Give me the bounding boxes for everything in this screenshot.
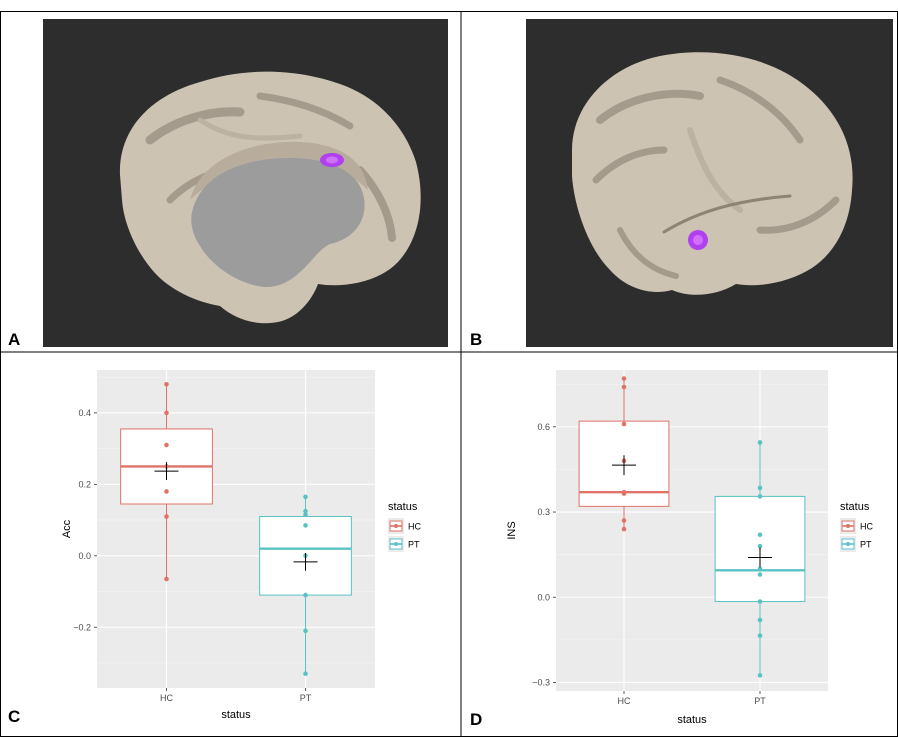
brain-lateral-image xyxy=(572,52,853,295)
legend-key-point xyxy=(846,524,850,528)
x-axis-title: status xyxy=(221,709,251,721)
data-point xyxy=(303,523,308,528)
data-point xyxy=(757,532,763,538)
x-axis-title: status xyxy=(677,714,707,726)
data-point xyxy=(757,633,763,638)
y-tick-label: −0.2 xyxy=(73,622,91,632)
data-point xyxy=(303,512,308,518)
data-point xyxy=(303,671,308,677)
x-tick-label: PT xyxy=(300,693,312,703)
y-tick-label: 0.6 xyxy=(537,422,550,432)
panel-letter-a: A xyxy=(8,330,20,349)
data-point xyxy=(757,494,763,499)
sulcus-pattern-4 xyxy=(356,166,396,242)
data-point xyxy=(757,485,763,491)
data-point xyxy=(757,566,763,572)
x-tick-label: HC xyxy=(618,696,631,706)
box-hc xyxy=(578,376,670,532)
data-point xyxy=(757,599,763,604)
sylvian-fissure xyxy=(662,194,792,234)
data-point xyxy=(621,421,627,427)
y-tick-label: 0.0 xyxy=(537,592,550,602)
x-tick-label: PT xyxy=(754,696,766,706)
box-pt xyxy=(259,494,352,677)
legend: status HC PT xyxy=(840,501,873,552)
data-point xyxy=(303,592,308,598)
legend-label-pt: PT xyxy=(860,540,872,550)
chart-acc: −0.2 0.0 0.2 0.4 HC PT status Acc status HC PT xyxy=(61,370,421,721)
data-point xyxy=(621,518,627,523)
data-point xyxy=(164,410,169,416)
gyrus-pattern-2 xyxy=(716,76,804,144)
x-tick-label: HC xyxy=(160,693,173,703)
data-point xyxy=(757,617,763,623)
legend: status HC PT xyxy=(388,501,421,552)
y-tick-label: 0.3 xyxy=(537,507,550,517)
panel-letter-b: B xyxy=(470,330,482,349)
chart-ins: −0.3 0.0 0.3 0.6 HC PT status INS status HC PT xyxy=(506,370,873,726)
panel-a: A xyxy=(8,19,448,349)
legend-label-pt: PT xyxy=(408,540,420,550)
y-axis-title: INS xyxy=(506,521,518,539)
sulcus-pattern-1 xyxy=(145,107,245,145)
data-point xyxy=(164,576,169,582)
medial-wall xyxy=(191,158,365,288)
box-pt xyxy=(714,440,806,678)
y-tick-label: 0.2 xyxy=(78,479,91,489)
panel-letter-d: D xyxy=(470,710,482,729)
gyrus-pattern-1 xyxy=(596,89,704,124)
gyrus-pattern-5 xyxy=(756,196,840,234)
gyrus-pattern-6 xyxy=(617,227,679,279)
box-hc xyxy=(120,381,213,582)
panel-b: B xyxy=(470,19,893,349)
panel-letter-c: C xyxy=(8,707,20,726)
data-point xyxy=(303,508,308,514)
data-point xyxy=(757,673,763,678)
panel-c: −0.2 0.0 0.2 0.4 HC PT status Acc status HC PT C xyxy=(8,370,421,726)
data-point xyxy=(303,494,308,500)
activation-blob-acc-core xyxy=(326,156,338,164)
y-tick-label: −0.3 xyxy=(532,677,550,687)
data-point xyxy=(164,442,169,448)
legend-key-point xyxy=(394,542,398,546)
data-point xyxy=(757,440,763,445)
y-axis-title: Acc xyxy=(61,519,73,538)
gyrus-pattern-3 xyxy=(592,146,668,184)
data-point xyxy=(621,384,627,390)
y-tick-label: 0.0 xyxy=(78,551,91,561)
data-point xyxy=(621,526,627,532)
legend-key-point xyxy=(846,542,850,546)
data-point xyxy=(164,381,169,387)
panel-d: −0.3 0.0 0.3 0.6 HC PT status INS status HC PT D xyxy=(470,370,873,729)
data-point xyxy=(164,514,169,519)
data-point xyxy=(757,543,763,549)
cortex-lateral-surface xyxy=(572,52,853,295)
sulcus-pattern-5 xyxy=(197,117,303,141)
data-point xyxy=(757,572,763,577)
legend-title: status xyxy=(840,501,870,513)
legend-label-hc: HC xyxy=(408,522,421,532)
activation-blob-insula-core xyxy=(693,235,703,245)
legend-label-hc: HC xyxy=(860,522,873,532)
legend-title: status xyxy=(388,501,418,513)
legend-key-point xyxy=(394,524,398,528)
data-point xyxy=(303,628,308,634)
y-tick-label: 0.4 xyxy=(78,408,91,418)
data-point xyxy=(621,376,627,381)
brain-medial-image xyxy=(119,71,421,324)
data-point xyxy=(164,489,169,494)
data-point xyxy=(621,491,627,496)
sulcus-pattern-2 xyxy=(256,92,354,130)
